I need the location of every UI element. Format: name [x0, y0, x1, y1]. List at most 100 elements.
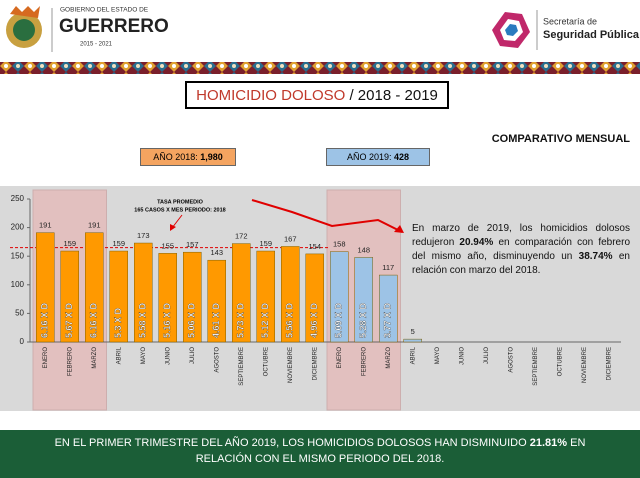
x-tick-label: AGOSTO	[508, 347, 514, 373]
y-tick-label: 250	[11, 194, 25, 203]
rate-label: 6.16 X D	[89, 302, 99, 338]
rate-label: 6.16 X D	[40, 302, 50, 338]
x-tick-label: ABRIL	[410, 346, 416, 364]
x-tick-label: JULIO	[190, 347, 196, 364]
rate-label: 5.06 X D	[187, 302, 197, 338]
annotation-arrow	[171, 214, 183, 229]
rate-label: 5.3 X D	[113, 307, 123, 338]
bar	[85, 232, 104, 343]
value-label: 117	[382, 263, 394, 272]
bar	[379, 274, 398, 343]
x-tick-label: FEBRERO	[361, 347, 367, 376]
rate-label: 5.73 X D	[236, 302, 246, 338]
rate-label: 5.67 X D	[64, 302, 74, 338]
gov-years: 2015 - 2021	[80, 42, 113, 48]
footer-text: EN EL PRIMER TRIMESTRE DEL AÑO 2019, LOS…	[30, 435, 610, 467]
paragraph-text: en relación con marzo del 2018.	[412, 251, 630, 276]
legend-name: AÑO 2019:	[346, 152, 392, 162]
bar	[207, 259, 226, 343]
title-main: HOMICIDIO DOLOSO	[196, 87, 345, 104]
x-tick-label: MAYO	[435, 347, 441, 365]
legend-total: 1,980	[200, 152, 223, 162]
y-tick-label: 150	[11, 251, 25, 260]
paragraph: En marzo de 2019, los homicidios dolosos…	[412, 222, 630, 278]
x-tick-label: JUNIO	[165, 347, 171, 365]
value-label: 143	[210, 248, 223, 257]
decor-stripe	[0, 62, 640, 74]
bar	[281, 246, 300, 343]
footer-part: EN EL PRIMER TRIMESTRE DEL AÑO 2019, LOS…	[54, 437, 530, 449]
ssp-line2: Seguridad Pública	[543, 29, 640, 41]
bar	[305, 253, 324, 343]
x-tick-label: DICIEMBRE	[606, 347, 612, 380]
footer-band	[0, 430, 640, 478]
x-tick-label: SEPTIEMBRE	[533, 347, 539, 386]
bar	[134, 242, 153, 343]
x-tick-label: DICIEMBRE	[312, 347, 318, 380]
bar	[183, 251, 202, 343]
trend-arrow-head	[394, 225, 404, 233]
annotation: 165 CASOS X MES PERIODO: 2018	[134, 207, 225, 213]
value-label: 157	[186, 240, 199, 249]
value-label: 173	[137, 231, 150, 240]
gov-line2: GUERRERO	[59, 16, 169, 37]
rate-label: 5.28 X D	[358, 302, 368, 338]
annotation: TASA PROMEDIO	[157, 199, 204, 205]
x-tick-label: MAYO	[141, 347, 147, 365]
gov-logo	[6, 6, 42, 48]
paragraph-bold: 20.94%	[459, 237, 494, 248]
title-box	[185, 81, 449, 109]
x-tick-label: NOVIEMBRE	[582, 347, 588, 383]
bar	[36, 232, 55, 343]
paragraph-bold: 38.74%	[578, 251, 613, 262]
value-label: 191	[39, 221, 52, 230]
value-label: 154	[308, 242, 321, 251]
y-tick-label: 100	[11, 280, 25, 289]
x-tick-label: AGOSTO	[214, 347, 220, 373]
rate-label: 4.61 X D	[211, 302, 221, 338]
x-tick-label: FEBRERO	[67, 347, 73, 376]
rate-label: 5.09 X D	[334, 302, 344, 338]
bar	[232, 243, 251, 343]
x-tick-label: MARZO	[386, 347, 392, 369]
x-tick-label: ENERO	[337, 347, 343, 369]
value-label: 155	[161, 241, 174, 250]
y-tick-label: 0	[20, 337, 25, 346]
bar	[158, 253, 177, 343]
x-tick-label: OCTUBRE	[557, 347, 563, 376]
x-tick-label: MARZO	[92, 347, 98, 369]
bar	[354, 257, 373, 343]
value-label: 191	[88, 221, 101, 230]
rate-label: 5.56 X D	[285, 302, 295, 338]
y-tick-label: 200	[11, 223, 25, 232]
y-tick-label: 50	[15, 309, 24, 318]
value-label: 5	[411, 327, 415, 336]
paragraph-text: en comparación con febrero del mismo año…	[412, 237, 631, 262]
bar	[109, 250, 128, 343]
legend-box-2018: AÑO 2018: 1,980	[140, 148, 236, 166]
annotation-arrow-head	[170, 224, 176, 231]
value-label: 159	[112, 239, 125, 248]
value-label: 148	[357, 245, 370, 254]
value-label: 167	[284, 234, 297, 243]
legend-box-2019: AÑO 2019: 428	[326, 148, 430, 166]
paragraph-text: En marzo de 2019, los homicidios dolosos…	[412, 223, 630, 248]
subtitle: COMPARATIVO MENSUAL	[492, 133, 631, 145]
ssp-line1: Secretaría de	[543, 16, 597, 26]
trend-arrow	[251, 199, 403, 233]
rate-label: 5.16 X D	[162, 302, 172, 338]
bar	[60, 250, 79, 343]
rate-label: 5.12 X D	[260, 302, 270, 338]
value-label: 159	[63, 239, 76, 248]
x-tick-label: ENERO	[43, 347, 49, 369]
legend-name: AÑO 2018:	[153, 152, 198, 162]
bar	[330, 251, 349, 343]
gov-line1: GOBIERNO DEL ESTADO DE	[60, 7, 149, 14]
x-tick-label: NOVIEMBRE	[288, 347, 294, 383]
x-tick-label: JULIO	[484, 347, 490, 364]
ssp-logo	[492, 12, 530, 48]
legend-total: 428	[394, 152, 410, 162]
